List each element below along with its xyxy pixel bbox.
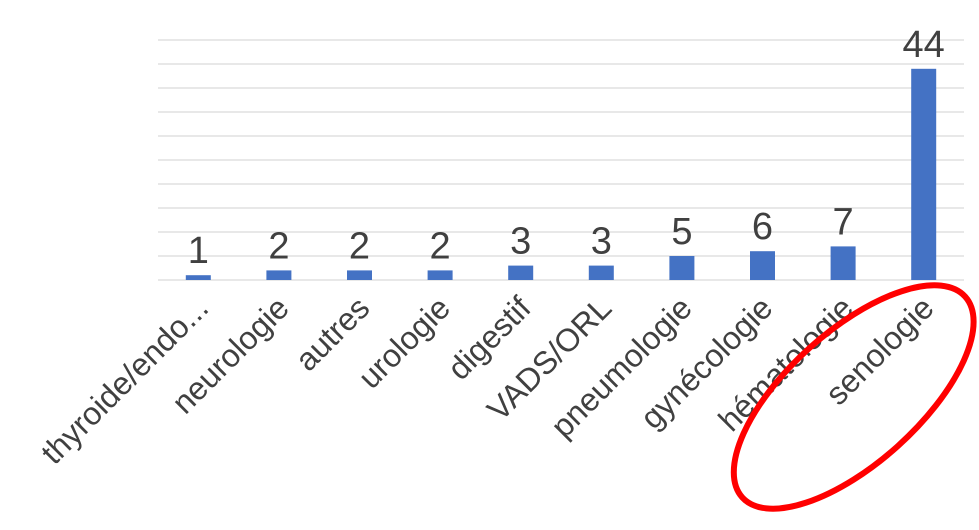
data-label-8: 7 [833, 201, 854, 243]
tick-label-3: urologie [351, 289, 457, 395]
data-label-5: 3 [591, 221, 612, 263]
data-label-1: 2 [268, 225, 289, 267]
bar-3 [427, 270, 453, 280]
category-tick-labels: thyroide/endo...neurologieautresurologie… [34, 289, 941, 471]
bar-7 [750, 251, 775, 280]
bar-2 [347, 270, 372, 280]
data-label-0: 1 [188, 230, 209, 272]
bar-1 [266, 270, 292, 280]
data-labels: 1 2 2 2 3 3 5 6 7 44 [188, 24, 945, 272]
data-label-7: 6 [752, 206, 773, 248]
data-label-4: 3 [510, 221, 531, 263]
highlight-ellipse-senologie [730, 282, 977, 512]
bar-6 [669, 256, 695, 280]
bar-5 [588, 265, 614, 280]
gridlines [158, 39, 964, 281]
data-label-2: 2 [349, 225, 370, 267]
data-label-6: 5 [671, 211, 692, 253]
bars [185, 68, 937, 280]
data-label-9: 44 [903, 24, 945, 66]
data-label-3: 2 [430, 225, 451, 267]
bar-4 [508, 265, 534, 280]
bar-0 [185, 275, 211, 280]
bar-8 [830, 246, 856, 280]
bar-9 [911, 68, 937, 280]
